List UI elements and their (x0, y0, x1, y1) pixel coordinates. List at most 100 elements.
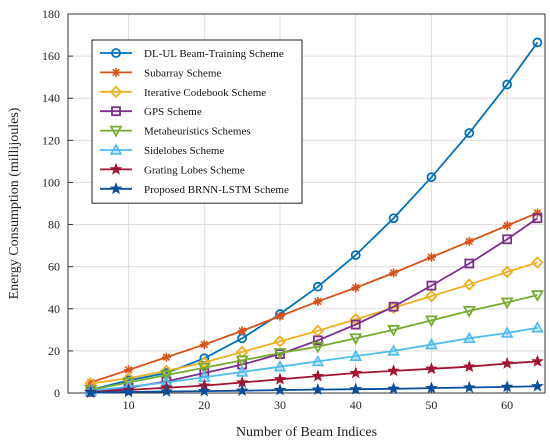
series-proposed-brnn-lstm-scheme (84, 379, 544, 398)
data-point (235, 384, 249, 397)
legend-box (91, 39, 303, 204)
data-point (462, 360, 476, 373)
data-point (532, 37, 543, 48)
data-point (84, 385, 98, 398)
data-point (349, 349, 363, 361)
legend-marker (109, 182, 123, 195)
data-point (500, 380, 514, 393)
legend-marker (111, 48, 121, 58)
data-point (389, 268, 399, 278)
y-axis-title: Energy Consumption (millijoules) (7, 107, 22, 299)
x-tick-label: 50 (425, 398, 437, 412)
x-tick-label: 60 (501, 398, 513, 412)
data-point (426, 172, 437, 183)
data-point (531, 321, 544, 333)
data-point (502, 221, 512, 231)
data-point (350, 319, 361, 330)
data-point (500, 326, 514, 338)
y-tick-label: 0 (54, 386, 60, 400)
data-point (349, 382, 363, 395)
legend: DL-UL Beam-Training Scheme Subarray Schem… (91, 39, 303, 204)
data-point (122, 385, 135, 398)
data-point (273, 360, 287, 372)
data-point (387, 382, 400, 395)
data-point (197, 362, 211, 375)
y-tick-label: 60 (48, 260, 60, 274)
data-point (388, 213, 399, 224)
data-point (425, 289, 438, 303)
data-point (464, 128, 475, 138)
plot-frame (67, 13, 546, 394)
y-tick-label: 100 (42, 175, 60, 189)
y-tick-label: 80 (48, 218, 60, 232)
data-point (159, 370, 173, 382)
data-point (424, 315, 438, 328)
data-point (312, 281, 323, 292)
x-tick-label: 20 (198, 398, 210, 412)
legend-label: Metaheuristics Schemes (144, 126, 251, 138)
data-point (235, 355, 249, 368)
x-tick-label: 10 (123, 398, 135, 412)
data-point (122, 377, 136, 390)
data-point (351, 283, 361, 293)
data-point (350, 250, 361, 260)
data-point (462, 380, 476, 393)
data-point (531, 379, 544, 392)
data-point (311, 382, 325, 396)
series-group (84, 37, 544, 398)
data-point (462, 305, 476, 318)
data-point (273, 383, 287, 396)
legend-label: Sidelobes Scheme (144, 145, 224, 157)
y-tick-label: 20 (48, 344, 60, 358)
data-point (425, 337, 438, 350)
data-point (425, 362, 438, 375)
legend-label: Subarray Scheme (144, 67, 221, 79)
data-point (387, 344, 400, 356)
legend-marker (111, 106, 121, 117)
data-point (531, 256, 544, 269)
legend-marker (109, 85, 123, 99)
data-point (426, 280, 437, 291)
data-point (199, 340, 209, 350)
data-point (426, 252, 436, 262)
x-tick-label: 40 (350, 398, 362, 412)
data-point (387, 324, 401, 337)
data-point (311, 341, 325, 354)
data-point (425, 381, 438, 394)
legend-marker (109, 143, 123, 155)
legend-label: DL-UL Beam-Training Scheme (144, 48, 284, 60)
x-tick-label: 30 (274, 398, 286, 412)
data-point (502, 79, 513, 90)
data-point (462, 331, 476, 344)
data-point (275, 311, 285, 321)
series-metaheuristics-schemes (84, 290, 544, 397)
y-tick-label: 140 (42, 91, 60, 105)
data-point (273, 335, 287, 348)
data-point (532, 213, 543, 224)
data-point (349, 366, 363, 379)
data-point (197, 384, 211, 397)
y-tick-label: 40 (48, 302, 60, 316)
data-point (160, 384, 173, 397)
data-point (464, 236, 474, 246)
data-point (502, 234, 513, 245)
data-point (500, 297, 514, 310)
data-point (349, 333, 363, 346)
data-point (531, 354, 544, 367)
legend-label: Proposed BRNN-LSTM Scheme (144, 184, 289, 196)
y-tick-label: 160 (42, 49, 60, 63)
data-point (161, 352, 171, 362)
data-point (311, 369, 325, 382)
data-point (313, 296, 323, 306)
legend-label: Grating Lobes Scheme (144, 164, 245, 176)
data-point (387, 364, 400, 377)
data-point (273, 372, 287, 385)
legend-label: Iterative Codebook Scheme (144, 87, 266, 99)
legend-marker (111, 67, 121, 77)
axis-ticks: 10 20 30 40 50 60 0 20 40 60 80 100 120 140 160 180 (42, 7, 513, 412)
data-point (311, 354, 325, 367)
data-point (500, 265, 514, 279)
data-point (463, 278, 476, 291)
